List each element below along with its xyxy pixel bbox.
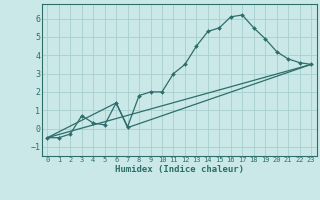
X-axis label: Humidex (Indice chaleur): Humidex (Indice chaleur) — [115, 165, 244, 174]
